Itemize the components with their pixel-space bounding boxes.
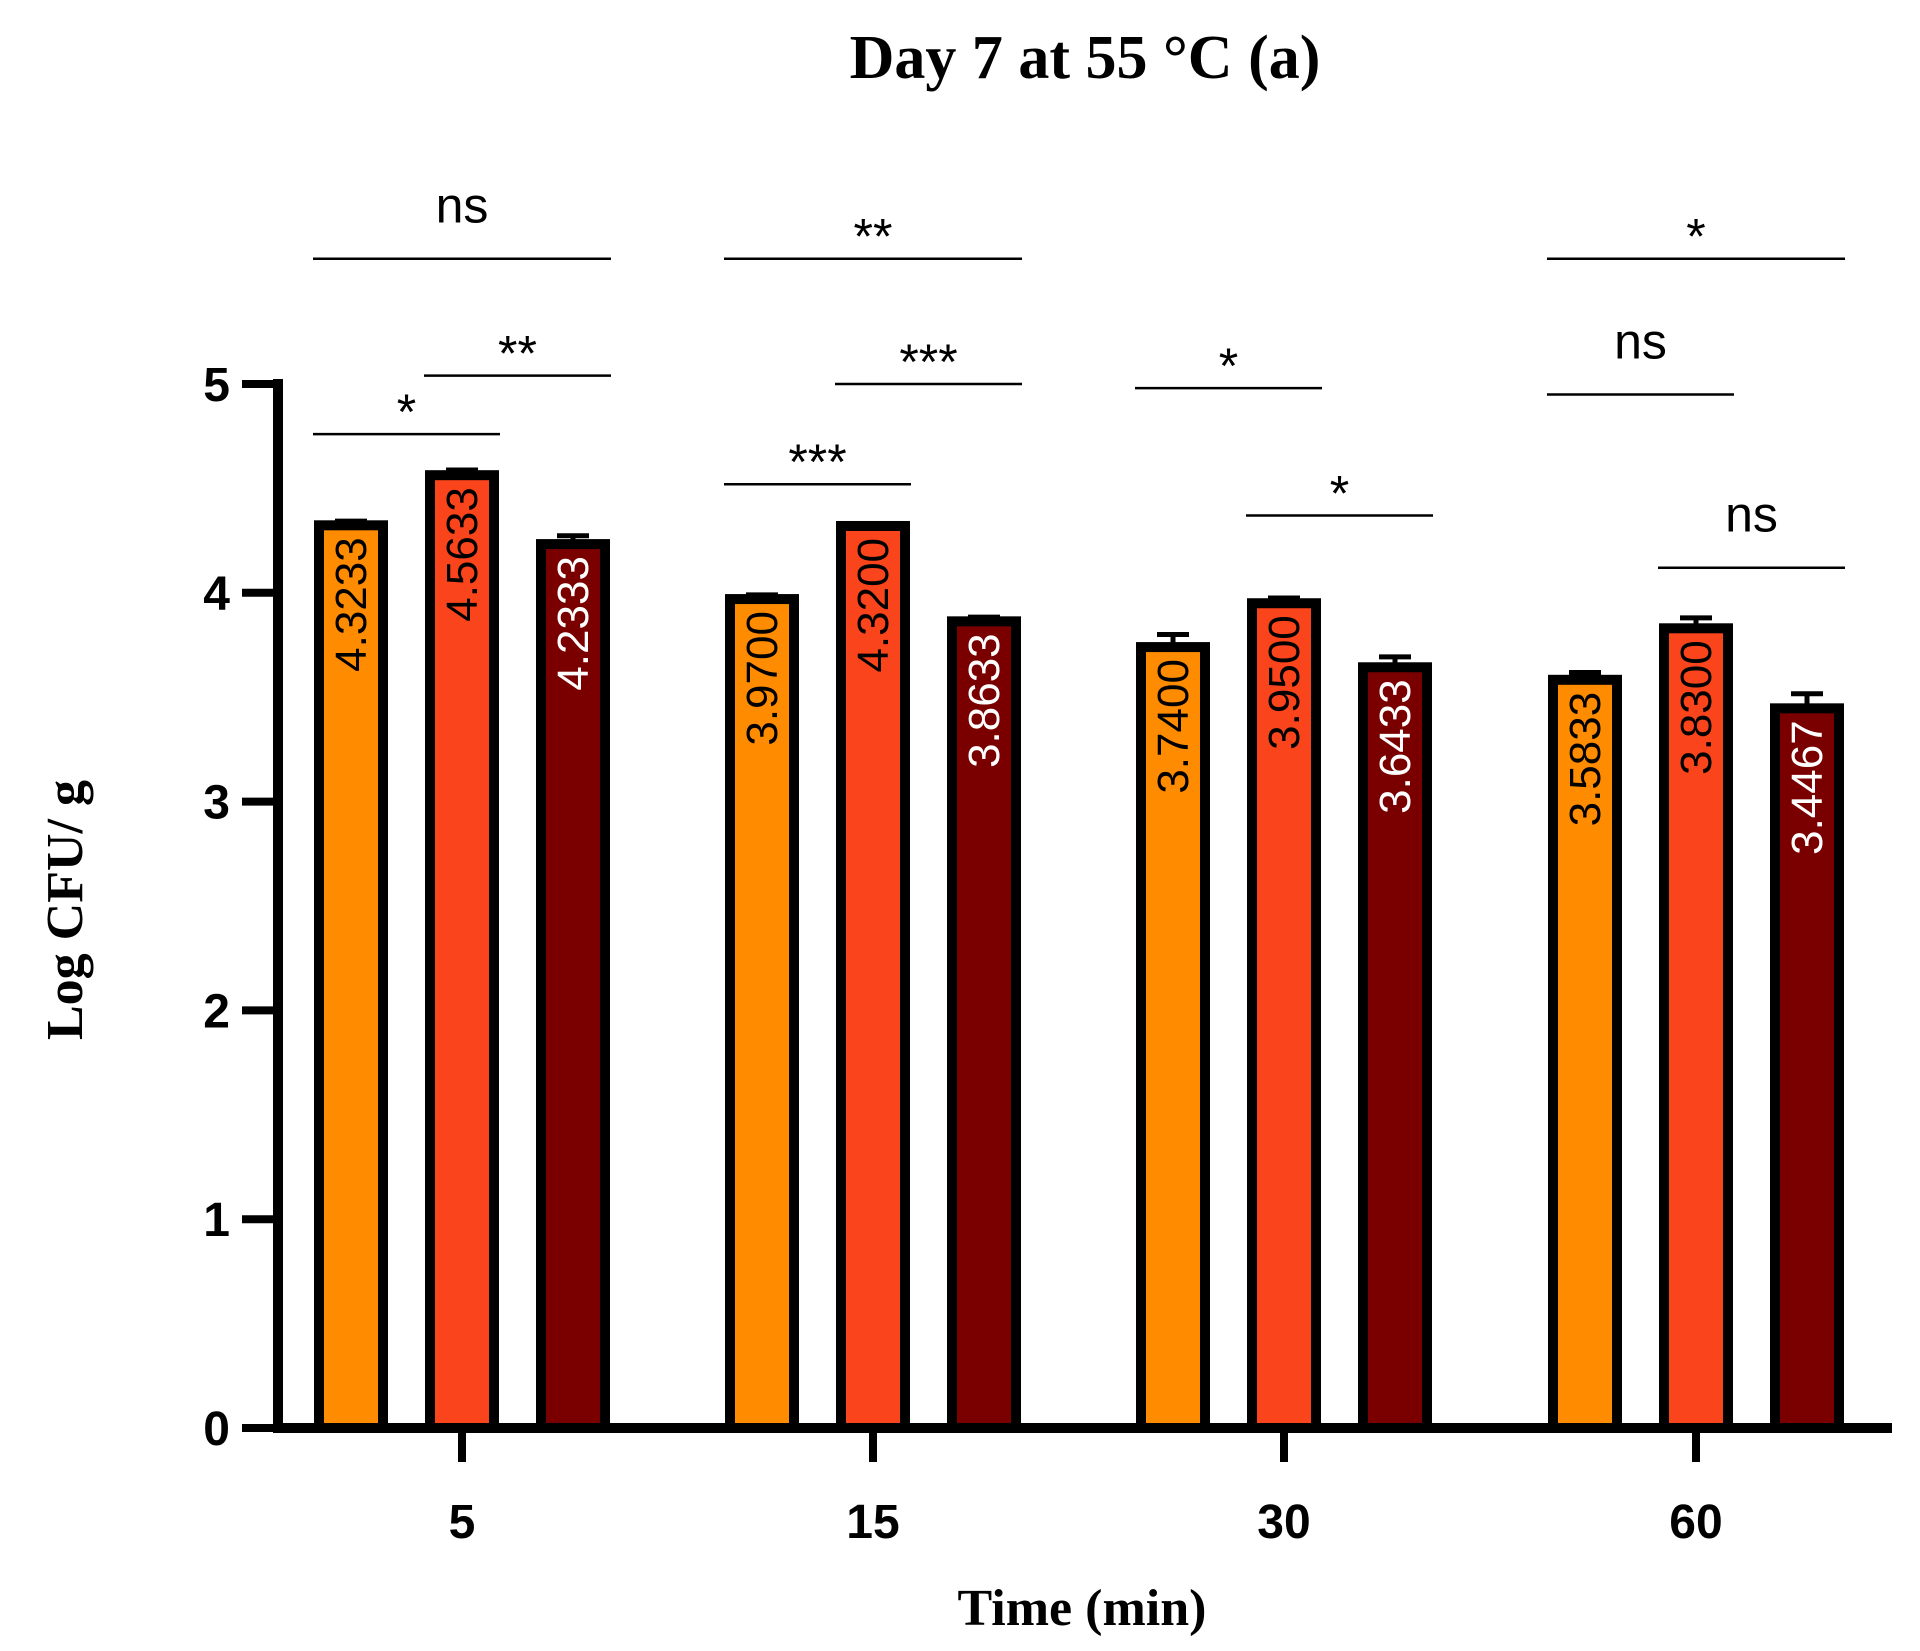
bar-value-label: 3.9700 [738, 611, 787, 746]
significance-label: * [397, 384, 416, 440]
bar-value-label: 4.3200 [849, 538, 898, 673]
significance-label: ns [436, 178, 489, 234]
x-tick-label: 5 [449, 1496, 476, 1549]
plot-area: 0 1 2 3 4 5 4.3233 3.9700 3.7400 3.5833 4.5633 4.32… [203, 178, 1892, 1549]
significance-label: ns [1614, 313, 1667, 369]
bar-value-label: 3.4467 [1783, 720, 1832, 855]
bar-value-label: 3.7400 [1149, 659, 1198, 794]
bar-value-label: 3.8633 [960, 633, 1009, 768]
x-tick-label: 30 [1257, 1496, 1310, 1549]
bar-value-label: 3.6433 [1371, 679, 1420, 814]
y-tick-label: 1 [203, 1194, 230, 1247]
bar [536, 539, 610, 1433]
y-tick-label: 5 [203, 359, 230, 412]
x-tick-label: 60 [1669, 1496, 1722, 1549]
x-tick-label: 15 [846, 1496, 899, 1549]
significance-label: *** [788, 434, 846, 490]
y-axis-title: Log CFU/ g [37, 780, 94, 1040]
significance-label: *** [899, 334, 957, 390]
bar-value-label: 4.2333 [549, 556, 598, 691]
bar-value-label: 3.5833 [1561, 692, 1610, 827]
y-tick-label: 2 [203, 985, 230, 1038]
significance-label: * [1330, 466, 1349, 522]
y-tick-label: 0 [203, 1403, 230, 1456]
chart-title: Day 7 at 55 °C (a) [850, 24, 1321, 92]
significance-label: * [1219, 338, 1238, 394]
bar-value-label: 3.9500 [1260, 615, 1309, 750]
significance-label: ** [854, 209, 893, 265]
y-tick-label: 3 [203, 777, 230, 830]
significance-label: ** [498, 326, 537, 382]
significance-label: * [1686, 209, 1705, 265]
bar-value-label: 3.8300 [1672, 640, 1721, 775]
y-tick-label: 4 [203, 568, 230, 621]
significance-label: ns [1725, 487, 1778, 543]
x-axis-title: Time (min) [958, 1580, 1207, 1637]
bar-value-label: 4.5633 [438, 487, 487, 622]
bar-value-label: 4.3233 [327, 537, 376, 672]
bar [1247, 598, 1321, 1433]
